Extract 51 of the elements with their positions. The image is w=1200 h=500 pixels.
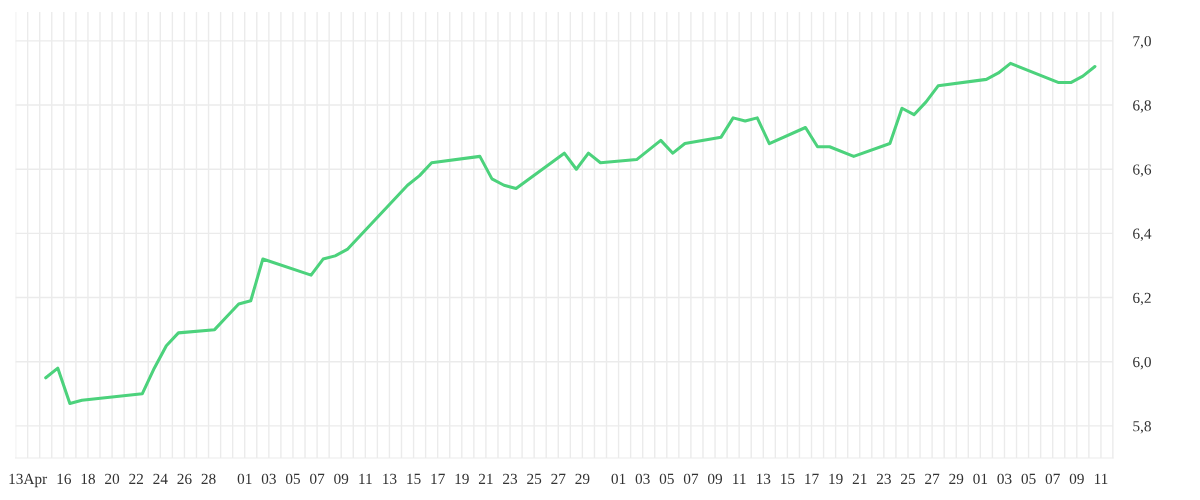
x-tick-label: 15 xyxy=(407,473,421,485)
x-tick-label: 20 xyxy=(105,473,120,485)
x-tick-label: 27 xyxy=(925,473,940,484)
x-tick-label: 25 xyxy=(527,473,542,485)
x-tick-label: 27 xyxy=(551,473,566,484)
x-tick-label: 07 xyxy=(310,473,325,485)
x-tick-label: 03 xyxy=(997,473,1012,485)
x-tick-label: 21 xyxy=(852,473,867,484)
x-tick-label: 26 xyxy=(177,473,192,485)
x-tick-label: 09 xyxy=(707,473,723,485)
x-tick-label: 13 xyxy=(383,473,397,485)
x-tick-label: 16 xyxy=(57,473,72,485)
y-tick-label: 6,6 xyxy=(1133,164,1152,177)
x-tick-label: 24 xyxy=(153,473,168,484)
x-tick-label: 25 xyxy=(901,473,916,485)
x-tick-label: 13 xyxy=(756,473,771,485)
x-tick-label: 18 xyxy=(81,473,96,485)
x-tick-label: 22 xyxy=(129,473,143,484)
x-tick-label: 13Apr xyxy=(9,473,48,488)
x-tick-label: 01 xyxy=(237,473,252,485)
x-tick-label: 03 xyxy=(635,473,650,485)
x-tick-label: 29 xyxy=(575,473,590,485)
y-tick-label: 6,0 xyxy=(1133,356,1151,370)
x-tick-label: 11 xyxy=(733,473,746,484)
x-tick-label: 11 xyxy=(359,473,372,484)
x-tick-label: 09 xyxy=(1069,473,1084,485)
x-tick-label: 11 xyxy=(1094,473,1108,484)
y-tick-label: 6,4 xyxy=(1133,228,1152,242)
x-tick-label: 09 xyxy=(334,473,349,485)
y-tick-label: 5,8 xyxy=(1133,421,1151,434)
x-tick-label: 28 xyxy=(201,473,216,485)
x-tick-label: 19 xyxy=(829,473,843,485)
x-tick-label: 07 xyxy=(683,473,699,485)
x-tick-label: 05 xyxy=(1021,473,1036,485)
x-tick-label: 01 xyxy=(611,473,626,485)
x-tick-label: 07 xyxy=(1045,473,1060,485)
x-tick-label: 23 xyxy=(876,473,891,485)
x-tick-label: 17 xyxy=(431,473,445,484)
x-tick-label: 29 xyxy=(949,473,964,485)
x-tick-label: 19 xyxy=(455,473,469,485)
y-tick-label: 6,8 xyxy=(1133,100,1151,113)
x-tick-label: 23 xyxy=(503,473,518,485)
x-tick-label: 05 xyxy=(659,473,674,485)
x-tick-label: 17 xyxy=(805,473,819,484)
x-tick-label: 03 xyxy=(261,473,276,485)
x-tick-label: 01 xyxy=(973,473,988,485)
y-tick-label: 6,2 xyxy=(1133,292,1151,306)
y-tick-label: 7,0 xyxy=(1133,36,1151,49)
x-tick-label: 15 xyxy=(781,473,795,485)
x-tick-label: 21 xyxy=(478,473,493,484)
x-tick-label: 05 xyxy=(285,473,301,485)
